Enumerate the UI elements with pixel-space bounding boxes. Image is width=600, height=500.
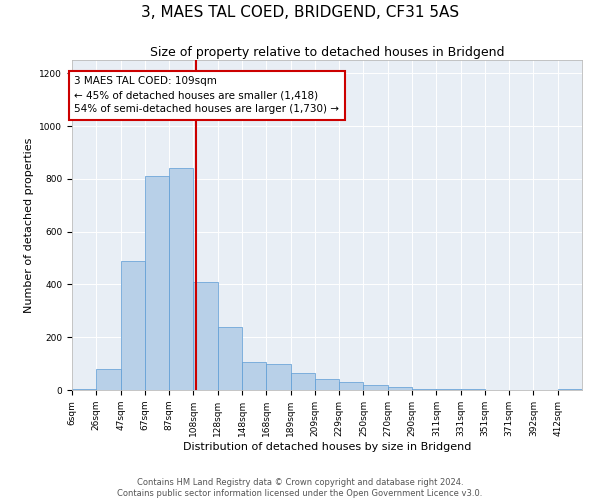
Bar [72,388,96,390]
Bar [290,373,315,390]
Y-axis label: Number of detached properties: Number of detached properties [24,138,34,312]
Bar [436,389,461,390]
Bar [169,168,193,390]
Bar [145,176,169,390]
Bar [96,369,121,390]
Text: 3, MAES TAL COED, BRIDGEND, CF31 5AS: 3, MAES TAL COED, BRIDGEND, CF31 5AS [141,5,459,20]
X-axis label: Distribution of detached houses by size in Bridgend: Distribution of detached houses by size … [183,442,471,452]
Bar [412,388,436,390]
Bar [315,380,339,390]
Bar [339,382,364,390]
Title: Size of property relative to detached houses in Bridgend: Size of property relative to detached ho… [150,46,504,59]
Bar [242,362,266,390]
Text: 3 MAES TAL COED: 109sqm
← 45% of detached houses are smaller (1,418)
54% of semi: 3 MAES TAL COED: 109sqm ← 45% of detache… [74,76,340,114]
Bar [121,260,145,390]
Text: Contains HM Land Registry data © Crown copyright and database right 2024.
Contai: Contains HM Land Registry data © Crown c… [118,478,482,498]
Bar [388,388,412,390]
Bar [266,364,290,390]
Bar [364,384,388,390]
Bar [558,389,582,390]
Bar [218,326,242,390]
Bar [193,282,218,390]
